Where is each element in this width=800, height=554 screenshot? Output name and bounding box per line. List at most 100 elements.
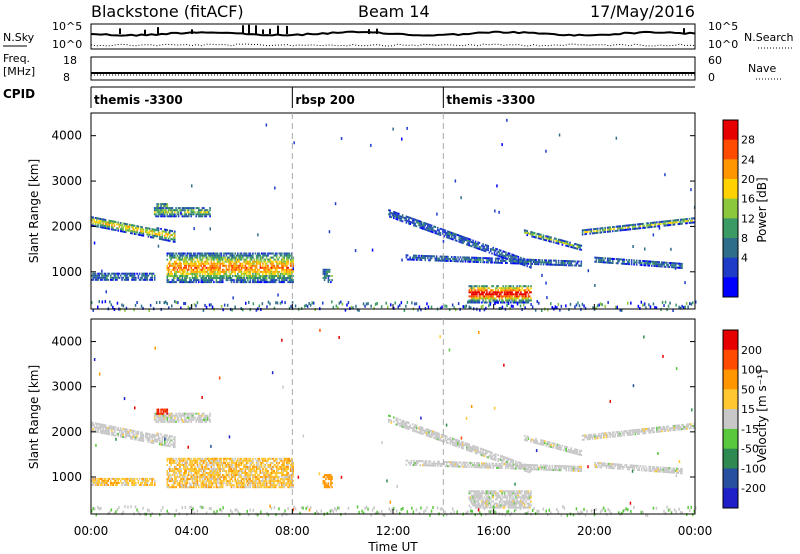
range-cell bbox=[328, 268, 331, 271]
range-cell bbox=[482, 297, 484, 300]
range-cell bbox=[172, 437, 175, 440]
range-cell bbox=[203, 254, 205, 257]
range-cell bbox=[230, 270, 233, 273]
range-cell bbox=[501, 143, 503, 147]
range-cell bbox=[106, 278, 108, 281]
range-cell bbox=[93, 430, 96, 433]
range-cell bbox=[225, 272, 228, 275]
range-cell bbox=[489, 257, 492, 260]
range-cell bbox=[195, 304, 197, 308]
range-cell bbox=[530, 260, 532, 263]
range-cell bbox=[471, 287, 473, 290]
range-cell bbox=[250, 277, 253, 279]
range-cell bbox=[453, 306, 455, 310]
range-cell bbox=[624, 226, 627, 229]
range-cell bbox=[196, 254, 199, 257]
range-cell bbox=[283, 264, 286, 267]
range-cell bbox=[226, 457, 229, 460]
range-cell bbox=[172, 213, 175, 216]
range-cell bbox=[231, 254, 234, 257]
range-cell bbox=[175, 478, 177, 481]
range-cell bbox=[133, 224, 136, 227]
range-cell bbox=[273, 306, 276, 310]
range-cell bbox=[508, 252, 511, 255]
range-cell bbox=[525, 229, 527, 232]
range-cell bbox=[189, 412, 191, 415]
range-cell bbox=[221, 268, 224, 271]
range-cell bbox=[545, 259, 547, 262]
range-cell bbox=[204, 457, 206, 460]
range-cell bbox=[415, 258, 418, 261]
range-cell bbox=[106, 276, 108, 279]
range-cell bbox=[181, 272, 184, 275]
range-cell bbox=[415, 221, 418, 224]
range-cell bbox=[471, 293, 473, 296]
range-cell bbox=[216, 262, 219, 265]
range-cell bbox=[112, 305, 114, 309]
range-cell bbox=[247, 480, 249, 483]
range-cell bbox=[196, 470, 199, 472]
range-cell bbox=[255, 486, 258, 489]
range-cell bbox=[684, 220, 687, 223]
range-cell bbox=[182, 484, 185, 487]
range-cell bbox=[257, 233, 259, 237]
range-cell bbox=[408, 258, 410, 261]
range-cell bbox=[209, 215, 211, 218]
range-cell bbox=[194, 465, 196, 468]
range-cell bbox=[215, 256, 218, 259]
range-cell bbox=[137, 225, 140, 228]
range-cell bbox=[238, 465, 240, 468]
range-cell bbox=[152, 228, 155, 231]
range-cell bbox=[125, 227, 127, 229]
range-cell bbox=[224, 260, 226, 263]
range-cell bbox=[205, 279, 208, 282]
range-cell bbox=[119, 222, 122, 224]
range-cell bbox=[175, 465, 177, 468]
range-cell bbox=[182, 207, 185, 210]
range-cell bbox=[230, 463, 233, 466]
range-cell bbox=[153, 213, 156, 216]
range-cell bbox=[134, 303, 137, 307]
range-cell bbox=[200, 264, 203, 267]
range-cell bbox=[226, 252, 229, 255]
range-cell bbox=[494, 261, 497, 264]
range-cell bbox=[473, 297, 476, 300]
range-cell bbox=[127, 435, 130, 437]
range-cell bbox=[165, 442, 167, 445]
range-cell bbox=[452, 238, 454, 241]
range-cell bbox=[175, 414, 177, 417]
range-cell bbox=[264, 268, 267, 271]
range-cell bbox=[424, 228, 427, 231]
range-cell bbox=[143, 482, 146, 484]
range-cell bbox=[405, 217, 408, 220]
range-cell bbox=[549, 240, 551, 243]
range-cell bbox=[157, 418, 160, 421]
range-cell bbox=[268, 272, 270, 275]
range-cell bbox=[172, 264, 175, 267]
range-cell bbox=[498, 299, 501, 302]
range-cell bbox=[396, 216, 399, 219]
range-cell bbox=[516, 285, 518, 288]
range-cell bbox=[228, 474, 230, 477]
range-cell bbox=[170, 256, 172, 259]
range-cell bbox=[191, 209, 194, 212]
range-cell bbox=[238, 266, 240, 269]
range-cell bbox=[185, 480, 187, 483]
range-cell bbox=[221, 275, 224, 277]
range-cell bbox=[287, 254, 289, 257]
range-cell bbox=[269, 270, 272, 273]
range-cell bbox=[453, 260, 455, 263]
range-cell bbox=[512, 293, 515, 296]
range-cell bbox=[170, 207, 172, 210]
range-cell bbox=[164, 444, 166, 447]
range-cell bbox=[327, 279, 330, 282]
range-cell bbox=[264, 275, 267, 277]
range-cell bbox=[187, 470, 190, 472]
range-cell bbox=[618, 227, 620, 230]
range-cell bbox=[494, 289, 497, 292]
range-cell bbox=[277, 277, 279, 279]
range-cell bbox=[283, 262, 286, 265]
range-cell bbox=[143, 477, 146, 480]
range-cell bbox=[99, 477, 102, 480]
range-cell bbox=[668, 220, 671, 222]
